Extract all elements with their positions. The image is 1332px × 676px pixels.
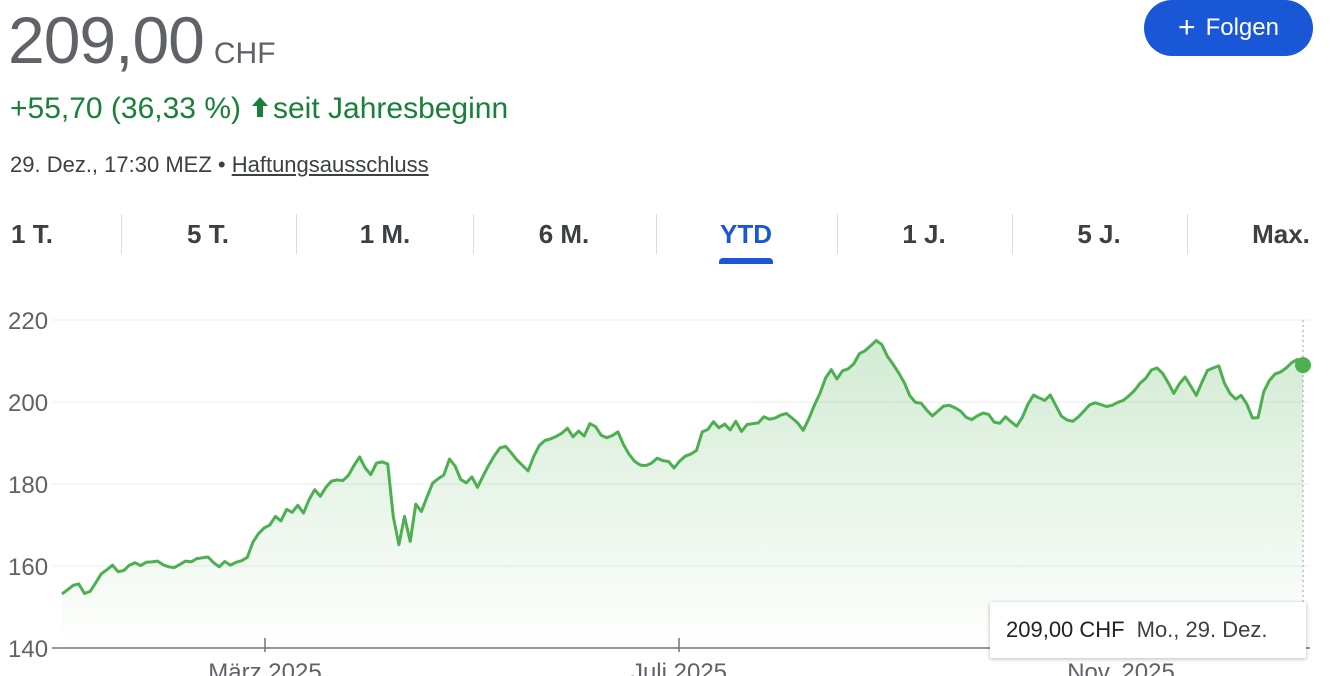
tab-divider bbox=[837, 214, 838, 254]
y-tick-label: 140 bbox=[8, 636, 48, 663]
x-axis: März 2025 Juli 2025 Nov. 2025 bbox=[208, 638, 1175, 676]
price-block: 209,00 CHF bbox=[8, 0, 276, 80]
price-area bbox=[62, 340, 1303, 648]
change-suffix: seit Jahresbeginn bbox=[273, 92, 509, 125]
tooltip-value: 209,00 CHF bbox=[1006, 617, 1125, 642]
tab-6m[interactable]: 6 M. bbox=[538, 219, 590, 249]
tab-max[interactable]: Max. bbox=[1252, 219, 1310, 249]
price-line bbox=[61, 339, 1305, 596]
tab-divider bbox=[1187, 214, 1188, 254]
tab-divider bbox=[296, 214, 297, 254]
change-value: +55,70 (36,33 %) bbox=[10, 92, 241, 125]
tab-divider bbox=[1012, 214, 1013, 254]
x-tick-label: Nov. 2025 bbox=[1067, 659, 1175, 676]
x-tick-label: März 2025 bbox=[208, 659, 321, 676]
tab-5y[interactable]: 5 J. bbox=[1077, 219, 1121, 249]
price-chart[interactable]: 220 200 180 160 140 März 2025 Juli 2025 Nov. 2… bbox=[0, 290, 1332, 676]
y-tick-label: 220 bbox=[8, 308, 48, 335]
tab-ytd[interactable]: YTD bbox=[720, 219, 772, 249]
last-price-marker bbox=[1295, 357, 1311, 374]
x-tick-label: Juli 2025 bbox=[631, 659, 727, 676]
tab-1y[interactable]: 1 J. bbox=[902, 219, 946, 249]
plus-icon: + bbox=[1178, 11, 1196, 44]
follow-button[interactable]: + Folgen bbox=[1144, 0, 1313, 56]
tab-1m[interactable]: 1 M. bbox=[359, 219, 411, 249]
hover-tooltip: 209,00 CHF Mo., 29. Dez. bbox=[990, 602, 1306, 658]
tab-divider bbox=[473, 214, 474, 254]
tab-5d[interactable]: 5 T. bbox=[187, 219, 229, 249]
tab-divider bbox=[121, 214, 122, 254]
range-tabs: 1 T. 5 T. 1 M. 6 M. YTD 1 J. 5 J. Max. bbox=[0, 212, 1332, 268]
active-tab-indicator bbox=[719, 258, 773, 264]
y-tick-label: 160 bbox=[8, 554, 48, 581]
arrow-up-icon bbox=[251, 92, 269, 126]
meta-line: 29. Dez., 17:30 MEZ • Haftungsausschluss bbox=[10, 152, 429, 178]
timestamp: 29. Dez., 17:30 MEZ bbox=[10, 152, 212, 177]
tab-1d[interactable]: 1 T. bbox=[11, 219, 53, 249]
y-axis: 220 200 180 160 140 bbox=[8, 308, 48, 663]
change-line: +55,70 (36,33 %) seit Jahresbeginn bbox=[10, 92, 508, 126]
tooltip-date: Mo., 29. Dez. bbox=[1136, 617, 1268, 642]
disclaimer-link[interactable]: Haftungsausschluss bbox=[231, 152, 429, 177]
price-currency: CHF bbox=[213, 37, 276, 70]
tab-divider bbox=[656, 214, 657, 254]
y-tick-label: 180 bbox=[8, 472, 48, 499]
follow-label: Folgen bbox=[1205, 14, 1279, 41]
y-tick-label: 200 bbox=[8, 390, 48, 417]
price-value: 209,00 bbox=[8, 3, 205, 77]
separator: • bbox=[217, 152, 226, 177]
